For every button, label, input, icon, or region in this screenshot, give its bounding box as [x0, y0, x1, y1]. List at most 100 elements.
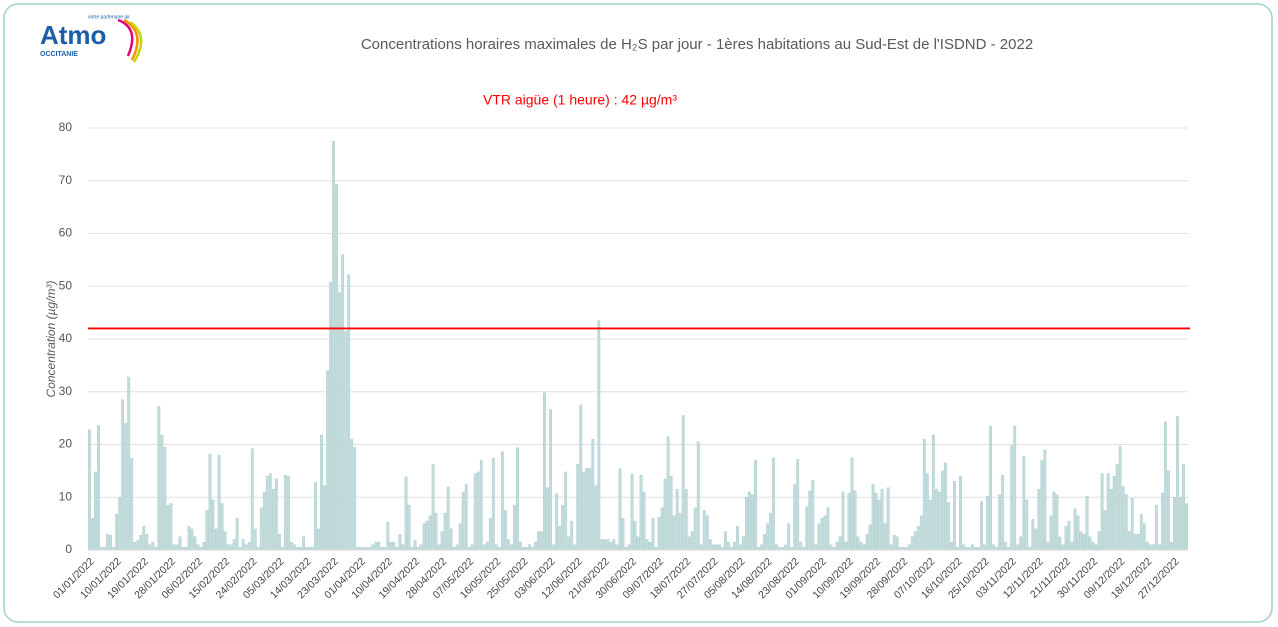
- bar: [564, 471, 568, 551]
- y-tick-label: 0: [65, 542, 72, 556]
- bar: [500, 451, 504, 551]
- bar: [618, 468, 622, 551]
- bar: [916, 526, 920, 551]
- bar: [805, 506, 809, 551]
- bar: [922, 439, 926, 551]
- bar: [1061, 544, 1065, 551]
- bar: [157, 406, 161, 551]
- bar: [1167, 470, 1170, 551]
- bar: [723, 531, 727, 551]
- bar: [962, 544, 965, 551]
- bar: [88, 429, 91, 551]
- bar: [1106, 473, 1110, 551]
- bar: [558, 526, 562, 551]
- bar: [413, 540, 417, 551]
- bar: [350, 439, 354, 551]
- bar: [1121, 486, 1125, 551]
- bar: [600, 539, 604, 551]
- bar: [844, 541, 848, 551]
- bar: [437, 544, 441, 551]
- bar: [534, 541, 537, 551]
- bar: [1179, 497, 1182, 551]
- bar: [494, 544, 498, 551]
- bar: [787, 523, 791, 551]
- bar: [377, 541, 381, 551]
- bar: [187, 526, 191, 551]
- bar: [428, 515, 432, 551]
- bar: [1124, 494, 1128, 551]
- bar: [202, 541, 206, 551]
- bar: [320, 434, 323, 551]
- bar: [488, 518, 492, 551]
- bar: [169, 503, 173, 551]
- bar: [666, 436, 670, 551]
- y-axis-label: Concentration (µg/m³): [44, 281, 58, 398]
- bar: [588, 468, 592, 551]
- bar: [503, 510, 507, 551]
- bar: [769, 512, 773, 551]
- bar: [1082, 533, 1086, 551]
- bar: [808, 490, 812, 551]
- bar: [766, 523, 769, 551]
- bar: [130, 458, 134, 551]
- bar: [1109, 489, 1113, 551]
- bar: [693, 507, 697, 551]
- bar: [702, 510, 706, 551]
- bar: [838, 536, 842, 551]
- bar: [151, 541, 155, 551]
- logo-name: Atmo: [40, 20, 106, 50]
- bar: [314, 482, 317, 551]
- bar: [877, 499, 881, 551]
- bar: [868, 524, 872, 551]
- bar: [166, 504, 170, 551]
- bar: [302, 536, 305, 551]
- bar: [449, 528, 453, 551]
- bar: [148, 544, 152, 551]
- y-tick-label: 70: [59, 173, 73, 187]
- bar: [998, 494, 1002, 551]
- bar: [1091, 541, 1095, 551]
- bar: [1115, 463, 1119, 551]
- bar: [190, 528, 194, 551]
- bar: [615, 544, 619, 551]
- bar: [871, 483, 875, 551]
- bar: [708, 539, 712, 551]
- bar: [293, 544, 296, 551]
- y-tick-label: 30: [59, 384, 73, 398]
- bar: [326, 370, 329, 551]
- bar: [283, 474, 287, 551]
- bar: [115, 513, 119, 551]
- bar: [323, 485, 326, 551]
- bar: [473, 473, 477, 551]
- bar: [229, 544, 233, 551]
- bar: [446, 486, 450, 551]
- bar: [1100, 473, 1104, 551]
- bar: [507, 539, 510, 551]
- bar: [97, 425, 100, 551]
- bar: [329, 281, 333, 551]
- bar: [317, 528, 320, 551]
- bar: [763, 533, 766, 551]
- bar: [172, 544, 176, 551]
- bar: [820, 518, 824, 551]
- bar: [386, 521, 390, 551]
- y-tick-label: 80: [59, 120, 73, 134]
- bar: [1103, 510, 1107, 551]
- y-tick-label: 40: [59, 331, 73, 345]
- bar: [651, 518, 655, 551]
- bar: [265, 475, 269, 551]
- bar: [817, 523, 821, 551]
- bar: [205, 510, 209, 551]
- bar: [244, 544, 248, 551]
- bar: [476, 471, 480, 551]
- bar: [121, 399, 125, 551]
- chart-title: Concentrations horaires maximales de H₂S…: [361, 36, 1033, 53]
- threshold-label: VTR aigüe (1 heure) : 42 µg/m³: [483, 92, 677, 108]
- bar: [745, 497, 748, 551]
- bar: [109, 535, 113, 551]
- bar: [705, 515, 709, 551]
- bar: [540, 531, 543, 551]
- bar: [262, 491, 266, 551]
- bar: [513, 504, 516, 551]
